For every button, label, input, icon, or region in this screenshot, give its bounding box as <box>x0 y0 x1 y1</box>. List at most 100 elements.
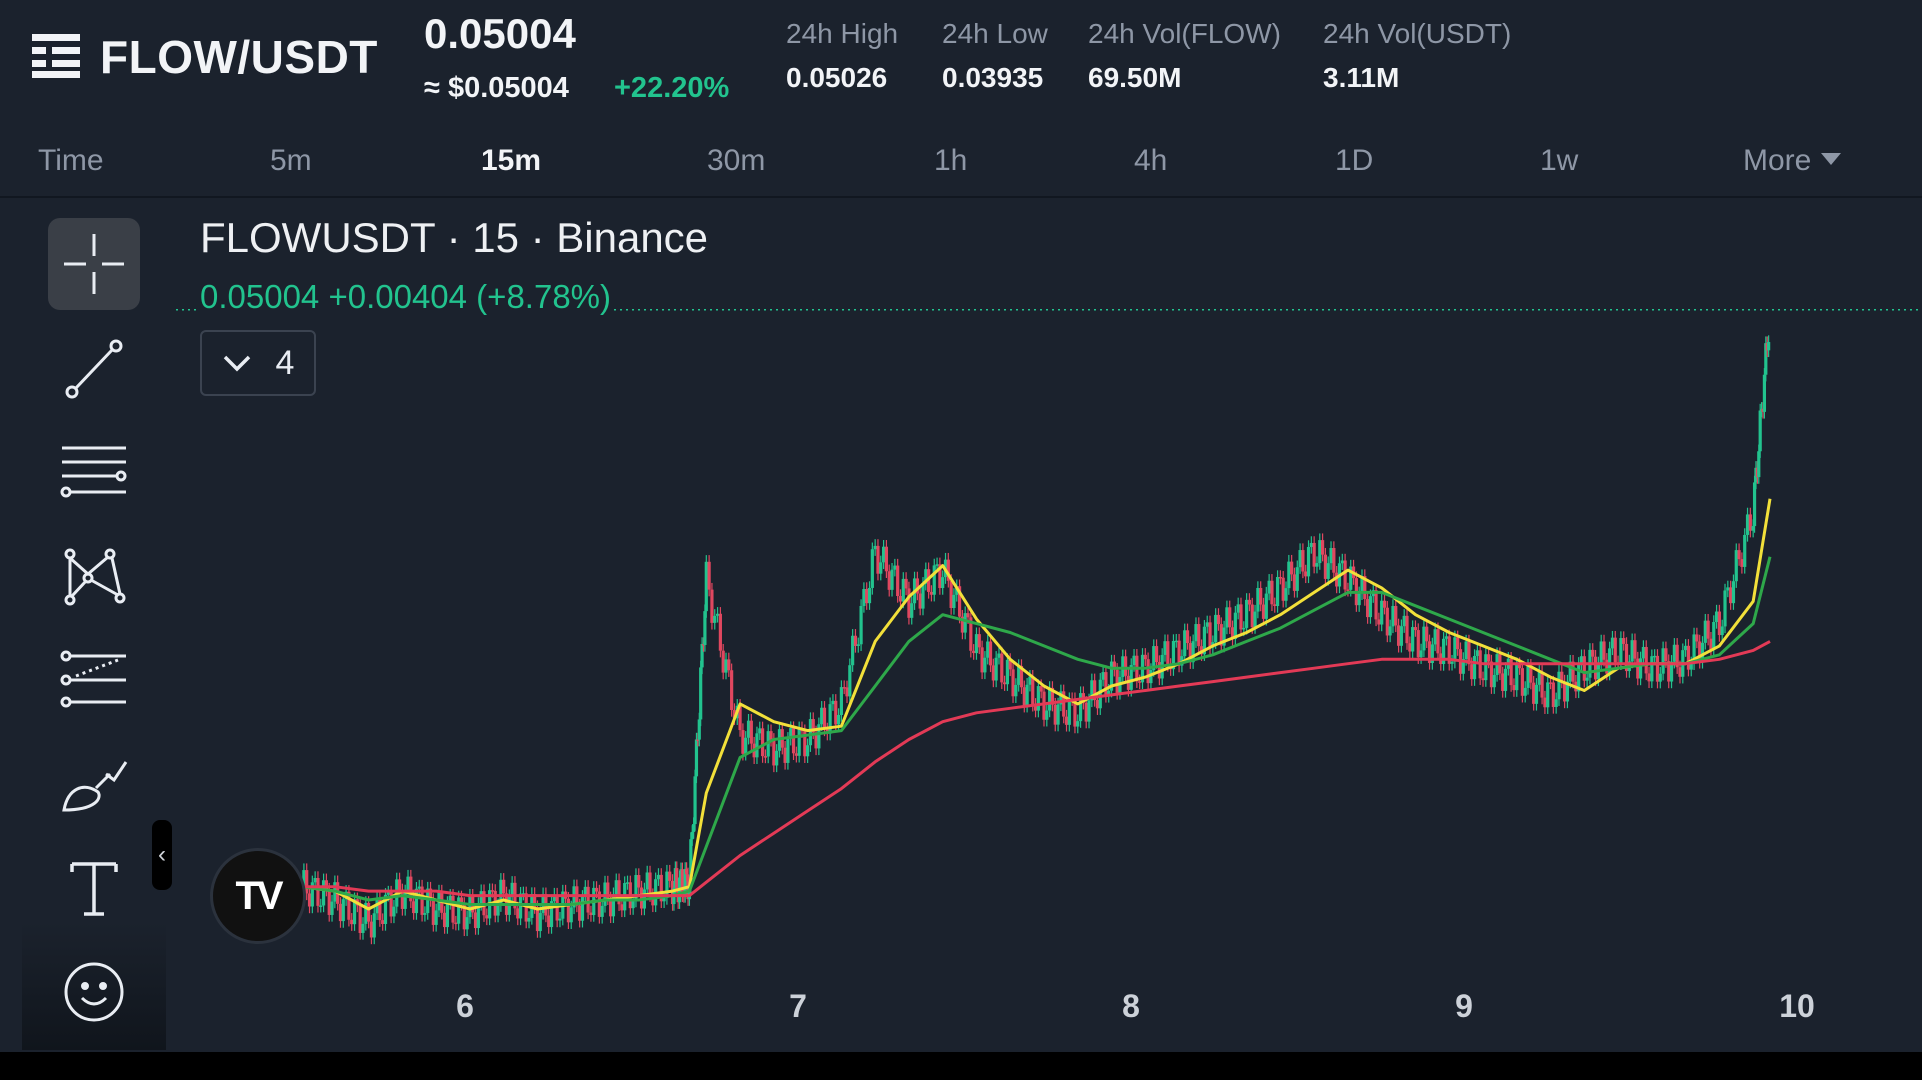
candle-body <box>397 879 402 891</box>
collapse-toolbar-button[interactable]: ‹ <box>152 820 172 890</box>
emoji-tool[interactable] <box>48 946 140 1038</box>
candle-body <box>1517 664 1522 669</box>
candle-body <box>552 894 556 902</box>
candle-body <box>1124 656 1128 676</box>
candle-body <box>1278 576 1282 579</box>
candle-body <box>1121 656 1125 678</box>
tab-1h[interactable]: 1h <box>934 144 968 177</box>
candle-body <box>1377 619 1381 625</box>
text-tool[interactable] <box>48 842 140 934</box>
candle-body <box>367 902 371 922</box>
candle-body <box>1413 627 1418 631</box>
candle-body <box>1208 622 1212 648</box>
candle-body <box>1638 658 1643 679</box>
candle-body <box>423 913 427 915</box>
candle-body <box>980 647 984 673</box>
candle-body <box>1408 643 1412 652</box>
candle-body <box>1501 673 1505 691</box>
candle-body <box>1078 693 1083 722</box>
candle-body <box>665 871 669 899</box>
candle-body <box>1216 614 1221 625</box>
candle-body <box>1008 659 1012 670</box>
last-price: 0.05004 <box>424 10 576 57</box>
tab-30m[interactable]: 30m <box>707 144 766 177</box>
horizontal-lines-tool[interactable] <box>48 426 140 518</box>
candle-body <box>694 739 699 777</box>
change-percent: +22.20% <box>614 72 730 104</box>
chart-canvas[interactable] <box>166 198 1922 1050</box>
candle-body <box>1107 690 1111 696</box>
fib-tool[interactable] <box>48 634 140 726</box>
candle-body <box>1281 577 1285 601</box>
candle-body <box>361 923 365 933</box>
candle-body <box>687 886 692 900</box>
candle-body <box>1546 682 1550 708</box>
candle-body <box>715 613 720 616</box>
tab-5m[interactable]: 5m <box>270 144 312 177</box>
candle-body <box>521 893 525 895</box>
pair-title[interactable]: FLOW/USDT <box>100 31 378 83</box>
candle-body <box>786 738 790 763</box>
x-axis-tick: 6 <box>456 988 474 1024</box>
candle-body <box>1709 638 1713 650</box>
candle-body <box>811 719 815 733</box>
brush-tool[interactable] <box>48 738 140 830</box>
tab-4h[interactable]: 4h <box>1134 144 1168 177</box>
tab-15m[interactable]: 15m <box>481 144 542 177</box>
approx-usd-price: ≈ $0.05004 <box>424 72 569 104</box>
candle-body <box>1433 629 1437 645</box>
candle-body <box>662 898 666 902</box>
candle-body <box>426 888 430 914</box>
candle-body <box>485 915 489 919</box>
candle-body <box>1582 656 1586 681</box>
chart-price-legend: 0.05004 +0.00404 (+8.78%) <box>200 278 612 316</box>
candle-body <box>569 907 573 923</box>
candle-body <box>1146 659 1150 684</box>
stat-label: 24h Vol(FLOW) <box>1088 18 1281 49</box>
candle-body <box>1309 542 1313 547</box>
candle-body <box>1456 637 1460 650</box>
candle-body <box>870 549 874 588</box>
trend-line-tool[interactable] <box>48 322 140 414</box>
price-chart[interactable]: FLOWUSDT · 15 · Binance 0.05004 +0.00404… <box>166 198 1922 1050</box>
candle-body <box>1767 342 1771 351</box>
candle-body <box>915 578 919 594</box>
candle-body <box>1287 561 1291 589</box>
candle-body <box>378 897 382 921</box>
candle-body <box>1228 607 1232 628</box>
candle-body <box>1214 614 1218 643</box>
tradingview-logo[interactable]: TV <box>210 848 306 944</box>
candle-body <box>1684 645 1688 651</box>
candle-body <box>918 593 922 609</box>
candle-body <box>1470 664 1474 680</box>
candle-body <box>448 895 452 903</box>
candle-body <box>1185 630 1190 644</box>
candle-body <box>1492 674 1496 688</box>
candle-body <box>634 875 638 901</box>
candle-body <box>1194 624 1198 642</box>
indicator-count: 4 <box>275 343 295 382</box>
candle-body <box>721 650 725 673</box>
candle-body <box>1095 699 1100 709</box>
candle-body <box>1076 721 1080 727</box>
more-label: More <box>1743 144 1812 177</box>
stat-label: 24h Low <box>942 18 1048 49</box>
menu-icon[interactable] <box>32 34 80 78</box>
tab-1w[interactable]: 1w <box>1540 144 1579 177</box>
candle-body <box>1014 684 1018 697</box>
more-dropdown[interactable]: More <box>1743 144 1842 178</box>
indicators-toggle-button[interactable]: 4 <box>200 330 316 396</box>
pattern-tool[interactable] <box>48 530 140 622</box>
candle-body <box>1335 572 1339 587</box>
candle-body <box>746 720 751 738</box>
candle-body <box>381 920 385 924</box>
crosshair-tool[interactable] <box>48 218 140 310</box>
candle-body <box>1678 667 1682 677</box>
stat-24h-low: 24h Low 0.03935 <box>942 18 1048 94</box>
candle-body <box>614 880 618 895</box>
candle-body <box>1565 681 1570 702</box>
tab-1d[interactable]: 1D <box>1335 144 1374 177</box>
candle-body <box>977 634 981 648</box>
candle-body <box>689 839 693 887</box>
candle-body <box>1571 661 1575 682</box>
